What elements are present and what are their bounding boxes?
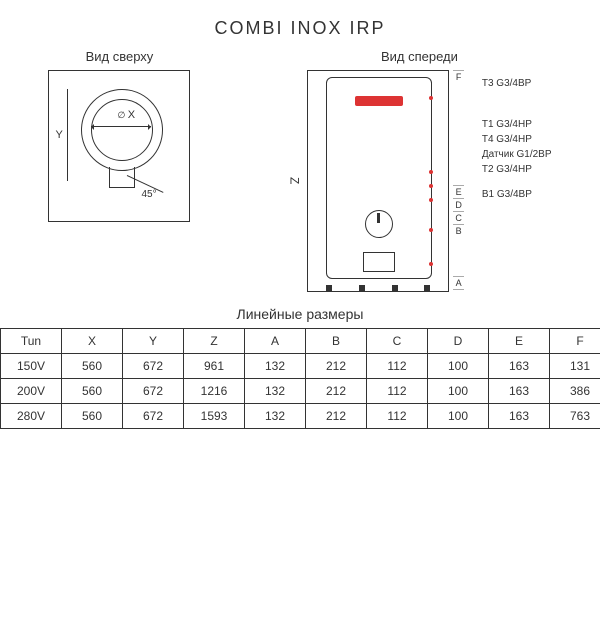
table-cell: 112 [367, 354, 428, 379]
table-cell: 212 [306, 354, 367, 379]
col-header: D [428, 329, 489, 354]
top-view-label: Вид сверху [86, 49, 154, 64]
front-view-block: Вид спереди Z [287, 49, 551, 292]
brand-logo [355, 96, 403, 106]
front-view-label: Вид спереди [381, 49, 458, 64]
col-header: Y [123, 329, 184, 354]
table-cell: 150V [1, 354, 62, 379]
y-dimension-arrow [67, 89, 68, 181]
port-label-t1: T1 G3/4НР [482, 119, 552, 130]
table-cell: 132 [245, 404, 306, 429]
y-dimension-label: Y [55, 129, 62, 141]
control-panel [363, 252, 395, 272]
angle-label: 45° [141, 189, 156, 200]
table-cell: 560 [62, 354, 123, 379]
col-header: B [306, 329, 367, 354]
table-cell: 212 [306, 404, 367, 429]
port-labels-column: T3 G3/4ВР T1 G3/4НР T4 G3/4НР Датчик G1/… [482, 70, 552, 204]
table-cell: 200V [1, 379, 62, 404]
dimensions-table: Tun X Y Z A B C D E F 150V56067296113221… [0, 328, 600, 429]
port-label-t2: T2 G3/4НР [482, 164, 552, 175]
table-header-row: Tun X Y Z A B C D E F [1, 329, 600, 354]
table-row: 200V5606721216132212112100163386 [1, 379, 600, 404]
page-title: COMBI INOX IRP [0, 18, 600, 39]
port-t1 [429, 170, 433, 174]
table-cell: 212 [306, 379, 367, 404]
table-cell: 163 [489, 379, 550, 404]
top-view-block: Вид сверху X Y 45° [48, 49, 190, 292]
front-view-wrap: Z F E D [287, 70, 551, 292]
table-cell: 100 [428, 379, 489, 404]
table-cell: 672 [123, 379, 184, 404]
table-cell: 1216 [184, 379, 245, 404]
table-row: 280V5606721593132212112100163763 [1, 404, 600, 429]
dim-a: A [453, 276, 464, 290]
x-dimension-label: X [117, 109, 135, 121]
table-cell: 386 [550, 379, 600, 404]
top-view-diagram: X Y 45° [48, 70, 190, 222]
tank-body [326, 77, 432, 279]
table-cell: 763 [550, 404, 600, 429]
tank-feet [326, 285, 430, 291]
port-t3 [429, 96, 433, 100]
table-row: 150V560672961132212112100163131 [1, 354, 600, 379]
port-label-b1: B1 G3/4ВР [482, 189, 552, 200]
table-cell: 112 [367, 404, 428, 429]
port-sensor [429, 198, 433, 202]
table-cell: 1593 [184, 404, 245, 429]
port-b1 [429, 262, 433, 266]
table-cell: 163 [489, 404, 550, 429]
dimension-letter-column: F E D C B A [453, 70, 464, 290]
port-label-sensor: Датчик G1/2ВР [482, 149, 552, 160]
col-header: Tun [1, 329, 62, 354]
col-header: C [367, 329, 428, 354]
table-body: 150V560672961132212112100163131200V56067… [1, 354, 600, 429]
table-cell: 132 [245, 354, 306, 379]
dim-d: D [453, 198, 464, 211]
table-cell: 672 [123, 354, 184, 379]
col-header: F [550, 329, 600, 354]
table-title: Линейные размеры [0, 306, 600, 322]
table-cell: 100 [428, 404, 489, 429]
table-cell: 163 [489, 354, 550, 379]
table-cell: 560 [62, 404, 123, 429]
z-dimension-label: Z [287, 177, 301, 184]
col-header: E [489, 329, 550, 354]
table-cell: 100 [428, 354, 489, 379]
col-header: X [62, 329, 123, 354]
front-view-diagram [307, 70, 449, 292]
col-header: A [245, 329, 306, 354]
table-cell: 131 [550, 354, 600, 379]
port-label-t3: T3 G3/4ВР [482, 78, 552, 89]
table-cell: 672 [123, 404, 184, 429]
views-row: Вид сверху X Y 45° Вид спереди Z [0, 49, 600, 292]
table-cell: 112 [367, 379, 428, 404]
table-cell: 961 [184, 354, 245, 379]
dim-c: C [453, 211, 464, 224]
col-header: Z [184, 329, 245, 354]
table-cell: 280V [1, 404, 62, 429]
port-label-t4: T4 G3/4НР [482, 134, 552, 145]
x-dimension-arrow [91, 126, 151, 127]
dim-f: F [453, 70, 464, 185]
port-t4 [429, 184, 433, 188]
table-cell: 560 [62, 379, 123, 404]
thermostat-dial [365, 210, 393, 238]
table-cell: 132 [245, 379, 306, 404]
dim-e: E [453, 185, 464, 198]
dim-b: B [453, 224, 464, 276]
port-t2 [429, 228, 433, 232]
